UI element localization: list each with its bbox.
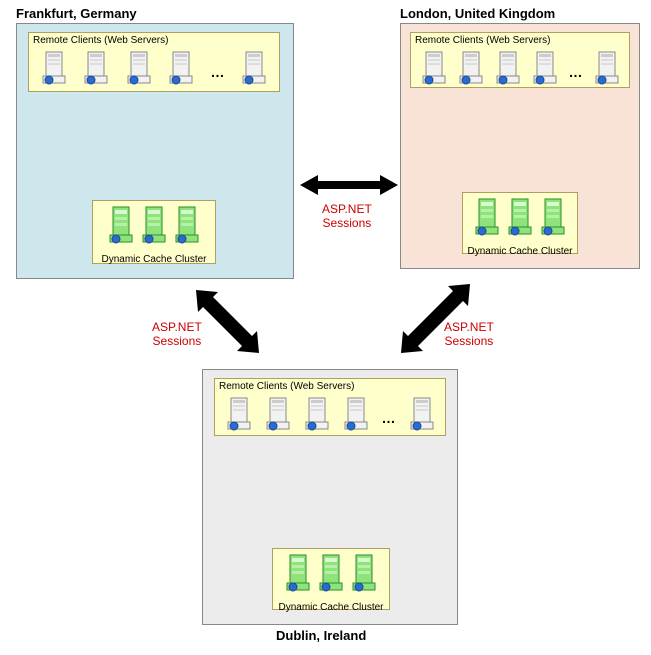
cache-server-icon	[139, 205, 169, 247]
label-left-diag: ASP.NETSessions	[152, 320, 202, 349]
dublin-cluster-box: Dynamic Cache Cluster	[272, 548, 390, 610]
frankfurt-cluster-row	[93, 201, 215, 252]
cache-server-icon	[349, 553, 379, 595]
web-server-icon	[592, 50, 622, 88]
frankfurt-title: Frankfurt, Germany	[16, 6, 137, 21]
web-server-icon	[239, 50, 269, 88]
ellipsis: …	[210, 64, 224, 80]
web-server-icon	[302, 396, 332, 434]
frankfurt-clients-label: Remote Clients (Web Servers)	[29, 33, 279, 48]
web-server-icon	[407, 396, 437, 434]
label-top: ASP.NETSessions	[322, 202, 372, 231]
frankfurt-cluster-label: Dynamic Cache Cluster	[93, 252, 215, 267]
web-server-icon	[39, 50, 69, 88]
frankfurt-cluster-box: Dynamic Cache Cluster	[92, 200, 216, 264]
london-cluster-row	[463, 193, 577, 244]
dublin-clients-row: …	[215, 394, 445, 443]
dublin-cluster-label: Dynamic Cache Cluster	[273, 600, 389, 615]
ellipsis: …	[569, 64, 583, 80]
cache-server-icon	[538, 197, 568, 239]
dublin-clients-box: Remote Clients (Web Servers) …	[214, 378, 446, 436]
ellipsis: …	[382, 410, 396, 426]
web-server-icon	[493, 50, 523, 88]
london-cluster-label: Dynamic Cache Cluster	[463, 244, 577, 259]
dublin-clients-label: Remote Clients (Web Servers)	[215, 379, 445, 394]
frankfurt-clients-row: …	[29, 48, 279, 97]
web-server-icon	[263, 396, 293, 434]
cache-server-icon	[106, 205, 136, 247]
london-title: London, United Kingdom	[400, 6, 555, 21]
cache-server-icon	[505, 197, 535, 239]
web-server-icon	[224, 396, 254, 434]
cache-server-icon	[316, 553, 346, 595]
web-server-icon	[124, 50, 154, 88]
london-clients-row: …	[411, 48, 629, 97]
dublin-title: Dublin, Ireland	[276, 628, 366, 643]
web-server-icon	[456, 50, 486, 88]
web-server-icon	[530, 50, 560, 88]
web-server-icon	[81, 50, 111, 88]
label-right-diag: ASP.NETSessions	[444, 320, 494, 349]
web-server-icon	[166, 50, 196, 88]
cache-server-icon	[472, 197, 502, 239]
cache-server-icon	[172, 205, 202, 247]
web-server-icon	[419, 50, 449, 88]
frankfurt-clients-box: Remote Clients (Web Servers) …	[28, 32, 280, 92]
dublin-cluster-row	[273, 549, 389, 600]
cache-server-icon	[283, 553, 313, 595]
web-server-icon	[341, 396, 371, 434]
london-clients-label: Remote Clients (Web Servers)	[411, 33, 629, 48]
london-cluster-box: Dynamic Cache Cluster	[462, 192, 578, 254]
london-clients-box: Remote Clients (Web Servers) …	[410, 32, 630, 88]
